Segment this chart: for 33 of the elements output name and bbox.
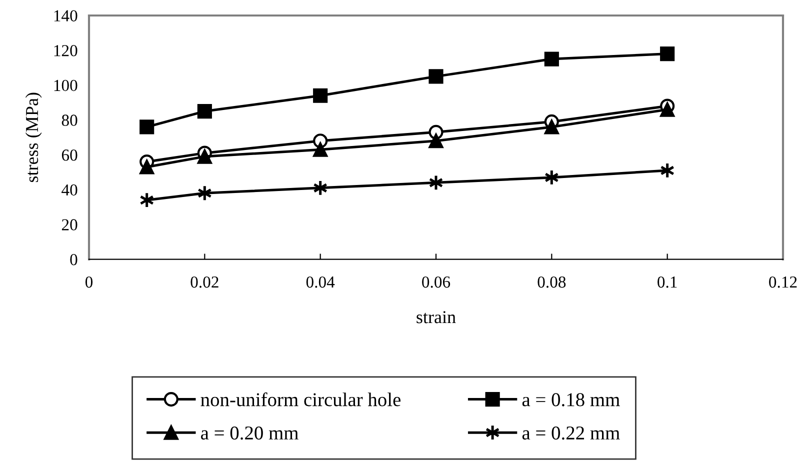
x-tick-label: 0.12 xyxy=(769,276,797,288)
legend-label: a = 0.18 mm xyxy=(522,393,620,406)
point xyxy=(428,69,444,84)
point xyxy=(140,120,154,134)
y-tick-label: 40 xyxy=(62,184,78,196)
legend-label: a = 0.20 mm xyxy=(201,426,298,440)
y-tick-label: 80 xyxy=(62,114,78,126)
point xyxy=(544,52,559,66)
x-tick-label: 0.1 xyxy=(658,276,677,288)
legend-label: a = 0.22 mm xyxy=(522,426,620,440)
x-tick-label: 0.02 xyxy=(190,276,218,288)
x-axis-title: strain xyxy=(416,311,456,324)
y-tick-label: 20 xyxy=(62,219,78,230)
y-tick-label: 120 xyxy=(54,45,78,56)
y-tick-label: 0 xyxy=(70,254,78,266)
x-tick-label: 0.08 xyxy=(538,276,566,288)
point xyxy=(313,142,328,157)
point xyxy=(544,120,559,134)
legend-label: non-uniform circular hole xyxy=(200,392,400,406)
y-tick-label: 60 xyxy=(62,150,78,161)
x-tick-label: 0.04 xyxy=(306,276,335,288)
point xyxy=(428,134,444,148)
point xyxy=(197,104,212,119)
x-tick-label: 0 xyxy=(85,276,93,288)
point xyxy=(660,102,675,117)
point xyxy=(313,88,328,103)
y-axis-title: stress (MPa) xyxy=(25,92,42,182)
point xyxy=(140,160,154,174)
y-tick-label: 100 xyxy=(54,80,78,92)
x-tick-label: 0.06 xyxy=(422,276,450,288)
point xyxy=(197,149,212,164)
point xyxy=(660,46,675,62)
y-tick-label: 140 xyxy=(54,10,78,22)
